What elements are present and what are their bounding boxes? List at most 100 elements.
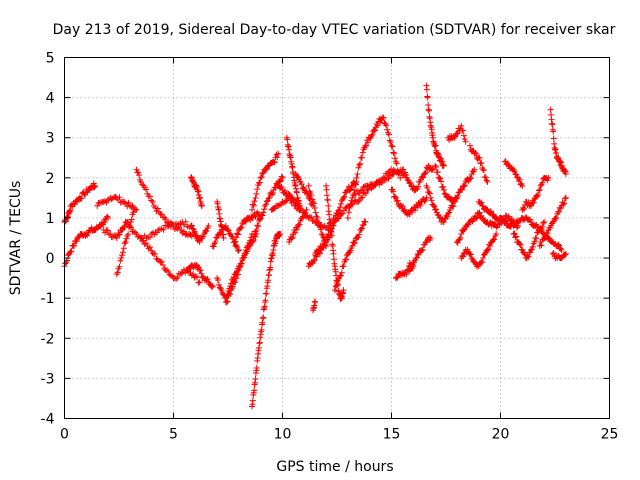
data-point	[249, 238, 256, 245]
data-point	[453, 130, 460, 137]
data-point	[440, 162, 447, 169]
data-point	[332, 283, 339, 290]
data-point	[378, 180, 385, 187]
data-point	[278, 184, 285, 191]
data-point	[251, 387, 258, 394]
data-point	[233, 275, 240, 282]
data-point	[539, 179, 546, 186]
data-point	[160, 226, 167, 233]
data-point	[512, 171, 519, 178]
data-point	[432, 142, 439, 149]
data-point	[460, 253, 467, 260]
data-point	[253, 190, 260, 197]
data-point	[282, 198, 289, 205]
data-point	[216, 229, 223, 236]
data-point	[308, 214, 315, 221]
data-point	[434, 168, 441, 175]
data-point	[340, 194, 347, 201]
data-point	[253, 226, 260, 233]
data-point	[296, 221, 303, 228]
data-point	[451, 134, 458, 141]
data-point	[423, 86, 430, 93]
data-point	[254, 186, 261, 193]
data-point	[115, 230, 122, 237]
data-point	[420, 174, 427, 181]
y-tick-label: -1	[41, 291, 55, 307]
data-point	[232, 279, 239, 286]
x-tick-label: 5	[169, 427, 178, 443]
data-point	[310, 200, 317, 207]
data-point	[94, 202, 101, 209]
data-point	[248, 206, 255, 213]
data-point	[351, 239, 358, 246]
data-point	[521, 205, 528, 212]
data-point	[139, 181, 146, 188]
data-point	[286, 191, 293, 198]
data-point	[182, 231, 189, 238]
data-point	[349, 243, 356, 250]
data-point	[295, 197, 302, 204]
data-point	[197, 267, 204, 274]
data-point	[250, 233, 257, 240]
data-point	[165, 268, 172, 275]
data-point	[196, 239, 203, 246]
data-point	[362, 218, 369, 225]
data-point	[562, 251, 569, 258]
data-point	[355, 164, 362, 171]
data-point	[513, 233, 520, 240]
data-point	[440, 186, 447, 193]
data-point	[125, 231, 132, 238]
data-point	[413, 254, 420, 261]
data-point	[459, 186, 466, 193]
data-point	[404, 176, 411, 183]
data-point	[325, 230, 332, 237]
data-point	[235, 247, 242, 254]
data-point	[293, 226, 300, 233]
data-point	[256, 179, 263, 186]
data-point	[284, 136, 291, 143]
data-point	[126, 224, 133, 231]
data-point	[317, 226, 324, 233]
data-point	[393, 198, 400, 205]
data-point	[259, 170, 266, 177]
data-point	[528, 218, 535, 225]
data-point	[429, 165, 436, 172]
data-point	[525, 253, 532, 260]
y-tick-label: 3	[46, 131, 55, 147]
data-point	[188, 222, 195, 229]
data-point	[460, 132, 467, 139]
data-point	[314, 214, 321, 221]
data-point	[126, 222, 133, 229]
data-point	[296, 206, 303, 213]
data-point	[241, 254, 248, 261]
data-point	[140, 237, 147, 244]
data-point	[340, 263, 347, 270]
data-point	[73, 237, 80, 244]
data-point	[221, 292, 228, 299]
data-point	[476, 154, 483, 161]
data-point	[118, 255, 125, 262]
data-point	[318, 230, 325, 237]
data-point	[454, 193, 461, 200]
y-axis-label: SDTVAR / TECUs	[8, 181, 24, 296]
data-point	[210, 243, 217, 250]
data-point	[430, 202, 437, 209]
data-point	[457, 234, 464, 241]
data-point	[383, 122, 390, 129]
data-point	[359, 187, 366, 194]
data-point	[498, 220, 505, 227]
data-point	[180, 221, 187, 228]
data-point	[458, 230, 465, 237]
data-point	[390, 170, 397, 177]
data-point	[391, 155, 398, 162]
data-point	[324, 197, 331, 204]
x-tick-label: 10	[274, 427, 292, 443]
data-point	[429, 166, 436, 173]
data-point	[120, 245, 127, 252]
data-point	[511, 230, 518, 237]
data-point	[144, 243, 151, 250]
data-point	[501, 218, 508, 225]
data-point	[225, 227, 232, 234]
y-tick-label: 5	[46, 51, 55, 67]
data-point	[277, 230, 284, 237]
